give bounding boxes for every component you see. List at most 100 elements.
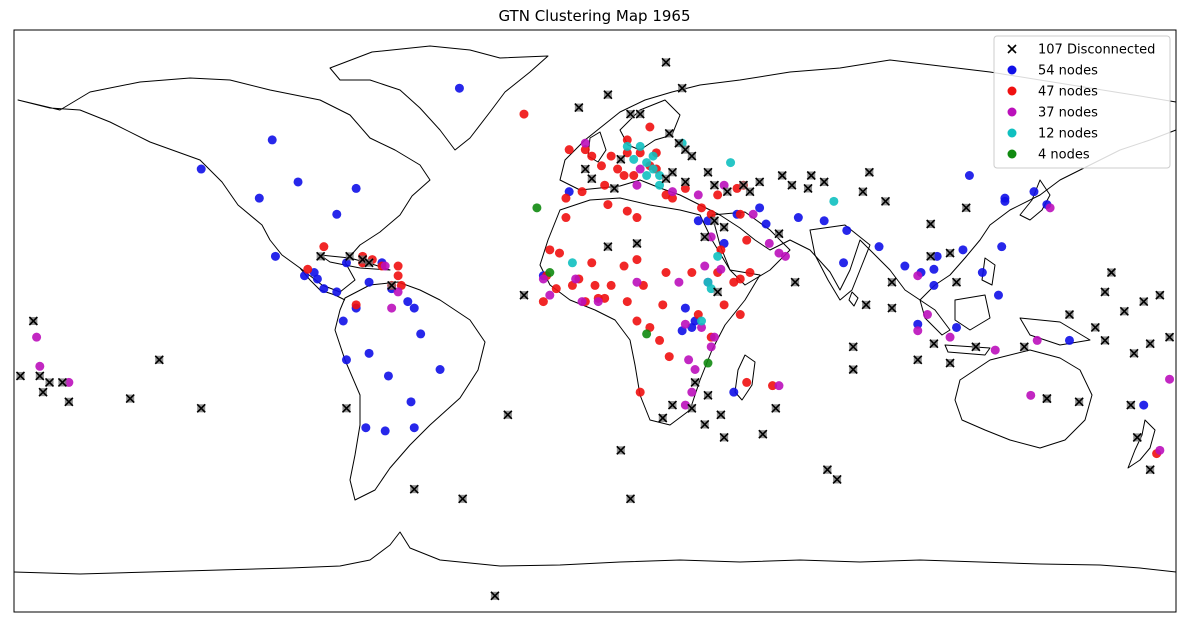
disconnected-marker bbox=[719, 222, 729, 232]
cluster-point bbox=[538, 274, 548, 284]
disconnected-marker bbox=[690, 377, 700, 387]
cluster-point bbox=[351, 300, 361, 310]
cluster-point bbox=[622, 148, 632, 158]
disconnected-marker bbox=[1145, 339, 1155, 349]
cluster-point bbox=[793, 213, 803, 223]
cluster-point bbox=[667, 193, 677, 203]
cluster-point bbox=[332, 287, 342, 297]
cluster-point bbox=[680, 183, 690, 193]
disconnected-marker bbox=[1155, 290, 1165, 300]
cluster-point bbox=[729, 277, 739, 287]
cluster-point bbox=[351, 183, 361, 193]
british-isles-outline bbox=[587, 131, 607, 163]
cluster-point bbox=[393, 261, 403, 271]
cluster-point bbox=[1026, 390, 1036, 400]
cluster-point bbox=[1064, 335, 1074, 345]
disconnected-marker bbox=[125, 394, 135, 404]
disconnected-marker bbox=[887, 277, 897, 287]
cluster-point bbox=[1000, 196, 1010, 206]
cluster-point bbox=[768, 381, 778, 391]
cluster-point bbox=[629, 171, 639, 180]
disconnected-marker bbox=[635, 109, 645, 119]
cluster-point bbox=[655, 171, 665, 180]
cluster-point bbox=[270, 251, 280, 261]
cluster-point bbox=[545, 290, 555, 300]
cluster-point bbox=[571, 274, 581, 284]
cluster-point bbox=[997, 242, 1007, 252]
legend-marker bbox=[1007, 65, 1017, 75]
disconnected-marker bbox=[945, 248, 955, 258]
cluster-point bbox=[561, 213, 571, 223]
disconnected-marker bbox=[15, 371, 26, 381]
disconnected-marker bbox=[1100, 335, 1110, 345]
disconnected-marker bbox=[926, 251, 936, 261]
cluster-point bbox=[713, 251, 723, 261]
disconnected-marker bbox=[1064, 309, 1075, 320]
cluster-point bbox=[380, 261, 390, 271]
cluster-point bbox=[735, 209, 745, 219]
cluster-point bbox=[664, 352, 674, 362]
disconnected-marker bbox=[364, 258, 374, 268]
cluster-point bbox=[1165, 374, 1175, 384]
cluster-point bbox=[454, 83, 464, 93]
disconnected-marker bbox=[709, 216, 719, 226]
disconnected-marker bbox=[341, 403, 352, 413]
cluster-point bbox=[719, 300, 729, 310]
legend-box bbox=[993, 35, 1171, 169]
cluster-point bbox=[341, 258, 351, 268]
cluster-point bbox=[680, 400, 690, 410]
cluster-point bbox=[690, 365, 700, 374]
cluster-point bbox=[338, 316, 348, 326]
cluster-point bbox=[913, 271, 923, 281]
cluster-point bbox=[613, 164, 623, 174]
legend-label: 12 nodes bbox=[1038, 127, 1098, 142]
cluster-point bbox=[364, 277, 374, 287]
cluster-point bbox=[874, 242, 884, 252]
legend-marker bbox=[1007, 128, 1017, 138]
disconnected-marker bbox=[771, 403, 781, 413]
cluster-point bbox=[642, 171, 652, 180]
disconnected-marker bbox=[603, 90, 613, 100]
cluster-point bbox=[619, 171, 629, 180]
cluster-point bbox=[593, 297, 603, 307]
disconnected-marker bbox=[1126, 400, 1136, 410]
cluster-point bbox=[64, 377, 74, 387]
legend-label: 4 nodes bbox=[1038, 148, 1090, 163]
greenland-outline bbox=[329, 45, 549, 151]
cluster-point bbox=[842, 225, 852, 235]
cluster-point bbox=[1045, 203, 1055, 213]
eurasia-outline bbox=[559, 59, 1177, 301]
cluster-point bbox=[687, 268, 697, 277]
cluster-point bbox=[648, 151, 658, 161]
cluster-point bbox=[196, 164, 206, 174]
disconnected-marker bbox=[758, 429, 768, 439]
disconnected-marker bbox=[580, 164, 590, 174]
cluster-point bbox=[764, 238, 774, 248]
japan-outline bbox=[1019, 179, 1051, 221]
cluster-point bbox=[929, 264, 939, 274]
disconnected-marker bbox=[625, 109, 636, 119]
cluster-point bbox=[703, 277, 713, 287]
disconnected-marker bbox=[603, 242, 613, 252]
cluster-point bbox=[538, 297, 548, 307]
disconnected-marker bbox=[861, 300, 871, 310]
disconnected-marker bbox=[677, 83, 687, 93]
cluster-point bbox=[693, 216, 703, 226]
disconnected-marker bbox=[458, 494, 468, 504]
cluster-point bbox=[693, 190, 703, 200]
cluster-point bbox=[913, 326, 923, 336]
cluster-point bbox=[655, 180, 665, 190]
cluster-point bbox=[35, 361, 45, 371]
disconnected-marker bbox=[587, 174, 597, 184]
cluster-point bbox=[977, 268, 987, 277]
cluster-point bbox=[532, 203, 542, 213]
cluster-point bbox=[742, 235, 752, 245]
chart-title: GTN Clustering Map 1965 bbox=[498, 7, 691, 25]
cluster-point bbox=[680, 319, 690, 329]
cluster-point bbox=[958, 245, 968, 255]
disconnected-marker bbox=[848, 364, 858, 375]
disconnected-marker bbox=[1119, 306, 1129, 316]
disconnected-marker bbox=[1090, 322, 1100, 333]
disconnected-marker bbox=[680, 177, 690, 187]
cluster-point bbox=[661, 268, 671, 277]
